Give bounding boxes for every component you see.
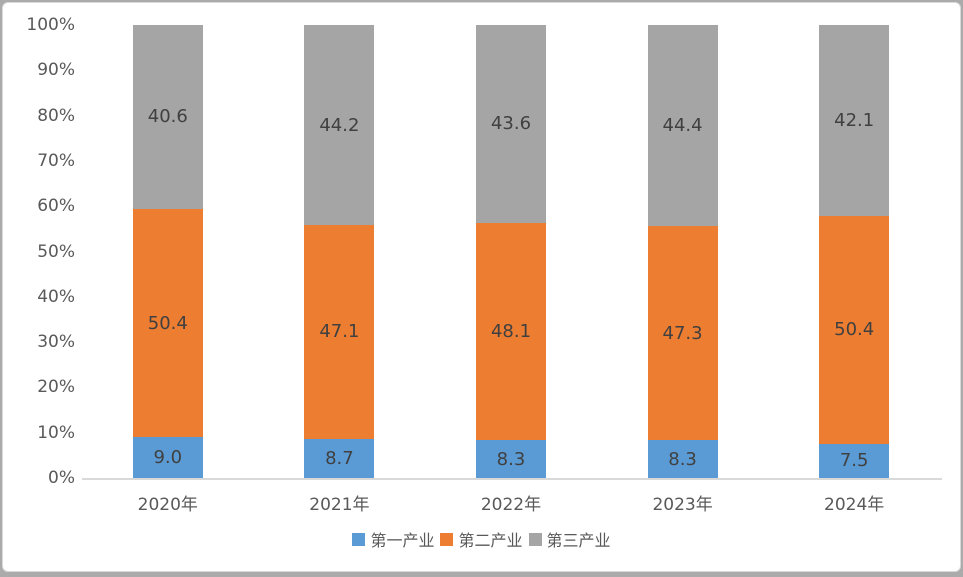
bar-group-2022年: 43.6 48.1 8.3: [425, 25, 597, 478]
y-tick-70: 70%: [37, 150, 75, 171]
data-label: 7.5: [839, 450, 869, 472]
bar-segment-第二产业-2021年: 47.1: [304, 225, 375, 439]
data-label: 8.3: [668, 448, 697, 470]
bars-container: 40.6 50.4 9.0 44.2 47.1 8.7 43.6 48.1 8.3 44.4 47.…: [82, 25, 940, 478]
legend-label: 第三产业: [546, 531, 611, 550]
legend-item-第三产业: 第三产业: [528, 527, 611, 551]
bar-segment-第三产业-2021年: 44.2: [304, 25, 375, 226]
data-label: 44.2: [319, 114, 360, 136]
x-label-2021年: 2021年: [309, 495, 370, 515]
legend-swatch-icon: [352, 532, 366, 546]
data-label: 9.0: [153, 447, 183, 469]
legend-item-第一产业: 第一产业: [352, 527, 434, 551]
y-axis: 0% 10% 20% 30% 40% 50% 60% 70% 80% 90% 100%: [3, 15, 75, 488]
legend-swatch-icon: [528, 532, 542, 546]
x-axis-line: [82, 478, 942, 480]
bar-group-2024年: 42.1 50.4 7.5: [768, 25, 940, 478]
bar-segment-第二产业-2022年: 48.1: [475, 222, 546, 441]
y-tick-30: 30%: [37, 332, 75, 353]
legend-label: 第二产业: [458, 531, 523, 550]
data-label: 43.6: [490, 113, 532, 135]
y-tick-40: 40%: [37, 286, 75, 307]
bar-group-2021年: 44.2 47.1 8.7: [254, 25, 426, 478]
bar-segment-第一产业-2021年: 8.7: [304, 438, 375, 478]
bar-segment-第一产业-2023年: 8.3: [647, 440, 718, 478]
legend: 第一产业 第二产业 第三产业: [3, 527, 960, 551]
data-label: 47.1: [319, 321, 360, 343]
data-label: 44.4: [662, 115, 703, 137]
y-tick-20: 20%: [37, 377, 75, 398]
bar-segment-第三产业-2020年: 40.6: [132, 25, 203, 209]
bar-segment-第二产业-2020年: 50.4: [132, 208, 203, 438]
x-label-2020年: 2020年: [137, 495, 198, 515]
data-label: 47.3: [662, 322, 703, 344]
y-tick-90: 90%: [37, 60, 75, 81]
x-label-2024年: 2024年: [824, 495, 885, 515]
bar-segment-第一产业-2024年: 7.5: [819, 444, 890, 478]
bar-group-2020年: 40.6 50.4 9.0: [82, 25, 254, 478]
y-tick-0: 0%: [48, 468, 75, 488]
bar-segment-第二产业-2023年: 47.3: [647, 226, 718, 441]
data-label: 8.3: [496, 448, 526, 470]
x-label-2022年: 2022年: [480, 495, 542, 515]
y-tick-80: 80%: [37, 105, 75, 126]
legend-item-第二产业: 第二产业: [440, 527, 523, 551]
y-tick-60: 60%: [37, 196, 75, 217]
y-tick-100: 100%: [26, 15, 75, 35]
bar-segment-第二产业-2024年: 50.4: [819, 215, 890, 444]
legend-label: 第一产业: [370, 531, 435, 550]
y-tick-50: 50%: [37, 241, 75, 262]
x-label-2023年: 2023年: [652, 495, 713, 515]
bar-group-2023年: 44.4 47.3 8.3: [597, 25, 769, 478]
y-tick-10: 10%: [37, 422, 75, 443]
legend-swatch-icon: [440, 532, 454, 546]
bar-segment-第三产业-2022年: 43.6: [475, 25, 546, 223]
data-label: 48.1: [490, 320, 532, 342]
x-axis-labels: 2020年 2021年 2022年 2023年 2024年: [82, 490, 940, 515]
data-label: 50.4: [834, 319, 875, 341]
data-label: 50.4: [147, 312, 188, 334]
data-label: 8.7: [325, 447, 354, 469]
bar-segment-第三产业-2024年: 42.1: [819, 25, 890, 216]
bar-segment-第一产业-2022年: 8.3: [475, 440, 546, 478]
data-label: 42.1: [834, 109, 875, 131]
data-label: 40.6: [147, 106, 188, 128]
bar-segment-第三产业-2023年: 44.4: [647, 25, 718, 227]
bar-segment-第一产业-2020年: 9.0: [132, 437, 203, 478]
